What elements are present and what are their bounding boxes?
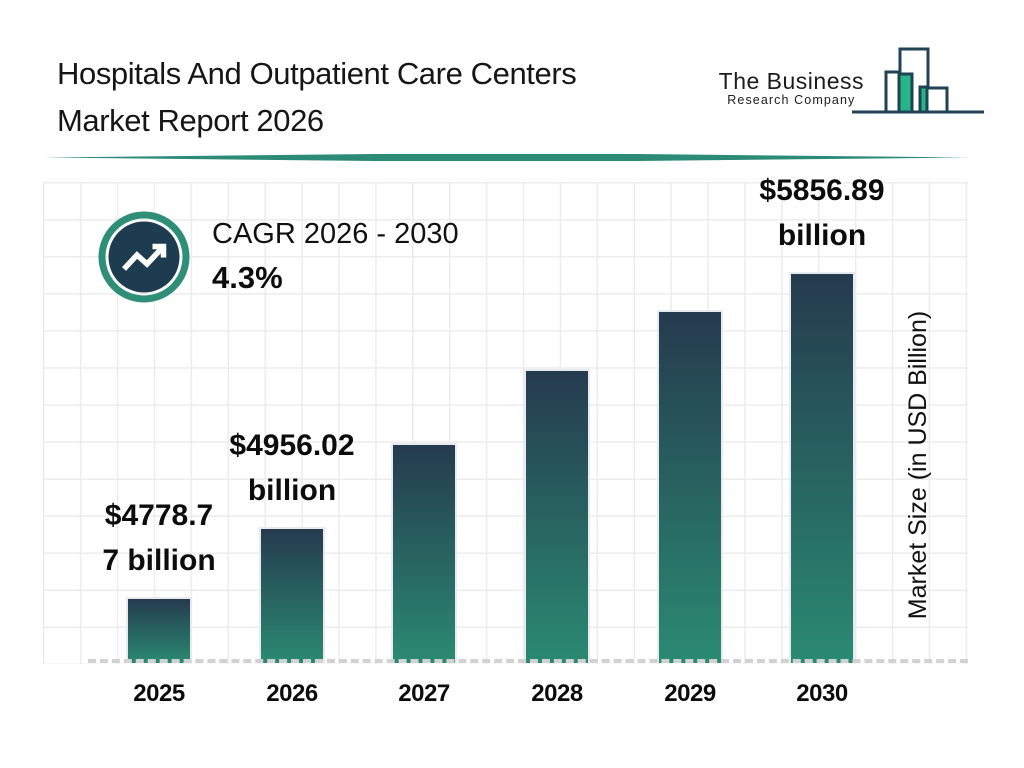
x-tick-2029: 2029 (664, 680, 716, 707)
company-logo-text: The Business Research Company (719, 69, 864, 107)
page-title-line1: Hospitals And Outpatient Care Centers (57, 56, 577, 91)
company-logo: The Business Research Company (719, 36, 986, 118)
cagr-period-label: CAGR 2026 - 2030 (212, 218, 459, 250)
x-tick-2027: 2027 (398, 680, 450, 707)
y-axis-label: Market Size (in USD Billion) (904, 310, 932, 620)
trending-up-icon (98, 211, 190, 303)
bar-2026 (259, 527, 325, 663)
x-tick-2026: 2026 (266, 680, 318, 707)
value-label-2026: $4956.02 billion (229, 429, 355, 507)
company-name: The Business (718, 68, 864, 94)
company-subname: Research Company (727, 93, 856, 107)
bar-2029 (657, 310, 723, 663)
page-title-line2: Market Report 2026 (57, 103, 324, 138)
page-title: Hospitals And Outpatient Care Centers Ma… (57, 50, 577, 144)
x-tick-2025: 2025 (133, 680, 185, 707)
x-tick-2030: 2030 (796, 680, 848, 707)
bar-2030 (789, 272, 855, 663)
value-label-2025: $4778.7 7 billion (102, 499, 216, 577)
cagr-callout: CAGR 2026 - 2030 4.3% (212, 217, 459, 296)
x-tick-2028: 2028 (531, 680, 583, 707)
bar-2028 (524, 369, 590, 663)
cagr-value: 4.3% (212, 260, 283, 295)
bar-2027 (391, 443, 457, 663)
axis-baseline (88, 659, 968, 663)
bar-2025 (126, 597, 192, 663)
divider-line (44, 154, 968, 161)
bar-chart-logo-icon (852, 47, 984, 114)
value-label-2030: $5856.89 billion (759, 174, 885, 252)
